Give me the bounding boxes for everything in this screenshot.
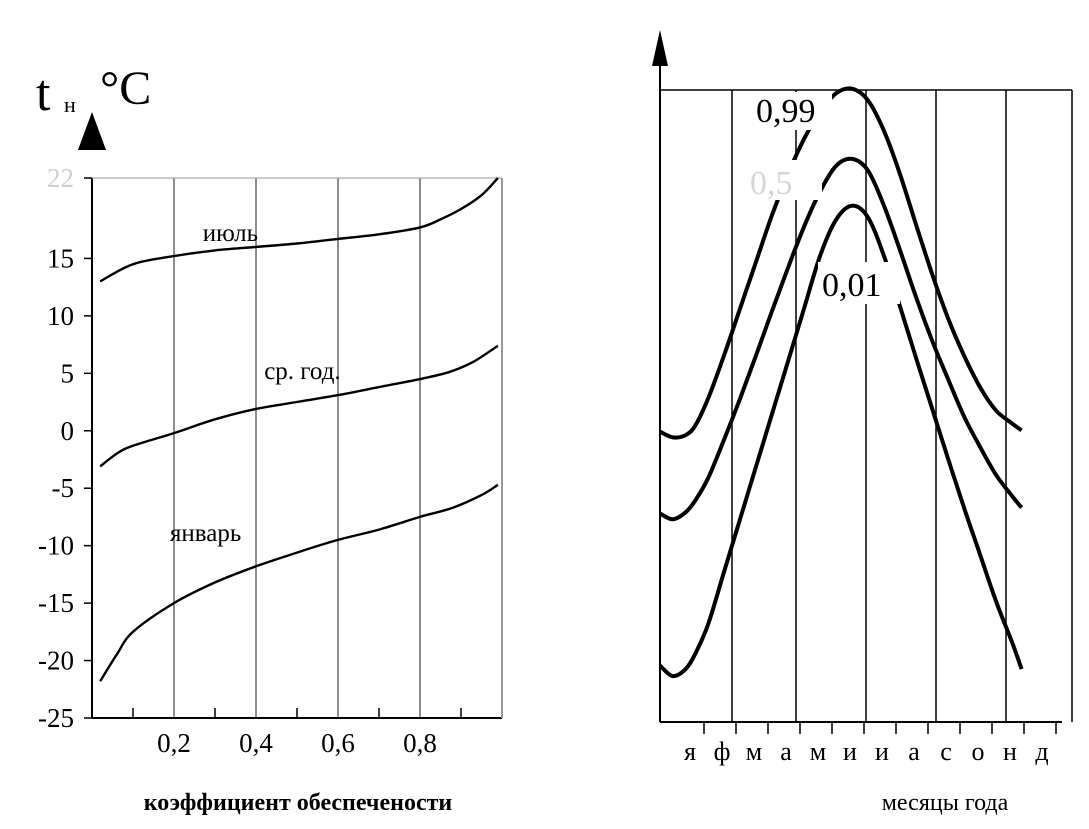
left-y-tick-label: 5 [61,358,75,388]
right-month-label: и [875,737,889,766]
left-x-tick-label: 0,4 [239,728,273,758]
left-y-tick-label: -15 [38,588,74,618]
right-month-label: м [810,737,826,766]
right-series-line-1 [659,156,1024,522]
right-month-label: я [684,737,696,766]
left-y-tick-label: 0 [61,416,75,446]
right-month-label: и [843,737,857,766]
right-grid [660,89,1073,722]
right-month-label: с [940,737,952,766]
left-series-label-2: январь [170,520,241,547]
right-series-lines [658,86,1024,679]
right-month-label: д [1035,737,1048,766]
right-x-axis-title: месяцы года [882,790,1009,816]
right-month-label: м [746,737,762,766]
right-series-label-1: 0,5 [750,165,793,202]
left-y-axis-title-subscript: н [64,92,76,117]
right-month-label: а [780,737,792,766]
left-y-tick-label: -20 [38,646,74,676]
right-series-labels: 0,99 0,5 0,01 [744,92,900,304]
left-series-label-1: ср. год. [264,358,340,385]
right-series-line-0 [659,86,1023,440]
right-month-label: н [1003,737,1017,766]
right-month-label: ф [714,737,731,766]
right-label-mask-0 [750,92,832,130]
left-x-axis-title: коэффициент обеспечености [144,790,453,816]
right-label-mask-1 [744,160,822,200]
left-y-tick-label: -5 [52,473,75,503]
right-series-label-0: 0,99 [756,93,816,130]
left-plot-frame [91,177,503,719]
right-series-line-2 [658,203,1024,679]
up-arrow-icon [78,112,106,150]
left-series-lines [99,177,499,682]
left-y-tick-label: 10 [47,301,74,331]
up-arrow-icon-right [652,30,668,66]
left-y-tick-label: -25 [38,703,74,733]
left-series-line-1 [99,344,499,468]
right-series-label-2: 0,01 [822,267,882,304]
left-y-tick-label: -10 [38,531,74,561]
right-label-mask-2 [818,262,900,304]
left-y-tick-labels: 22 15 10 5 0 -5 -10 -15 -20 -25 [38,163,92,733]
left-y-tick-label: 22 [47,163,74,193]
left-series-line-0 [99,177,499,283]
left-y-axis-unit: °C [100,62,151,115]
left-series-label-0: июль [203,220,258,247]
left-x-tick-label: 0,8 [403,728,437,758]
left-y-axis-title: t [36,65,51,122]
left-x-tick-label: 0,2 [157,728,191,758]
left-series-line-2 [99,483,499,682]
left-series-labels: июль ср. год. январь [170,220,341,547]
left-x-tick-label: 0,6 [321,728,355,758]
right-month-label: а [908,737,920,766]
right-month-label: о [972,737,985,766]
left-grid [132,178,462,718]
left-x-tick-labels: 0,2 0,4 0,6 0,8 [157,728,437,758]
right-axes [659,60,1062,734]
left-y-tick-label: 15 [47,243,74,273]
